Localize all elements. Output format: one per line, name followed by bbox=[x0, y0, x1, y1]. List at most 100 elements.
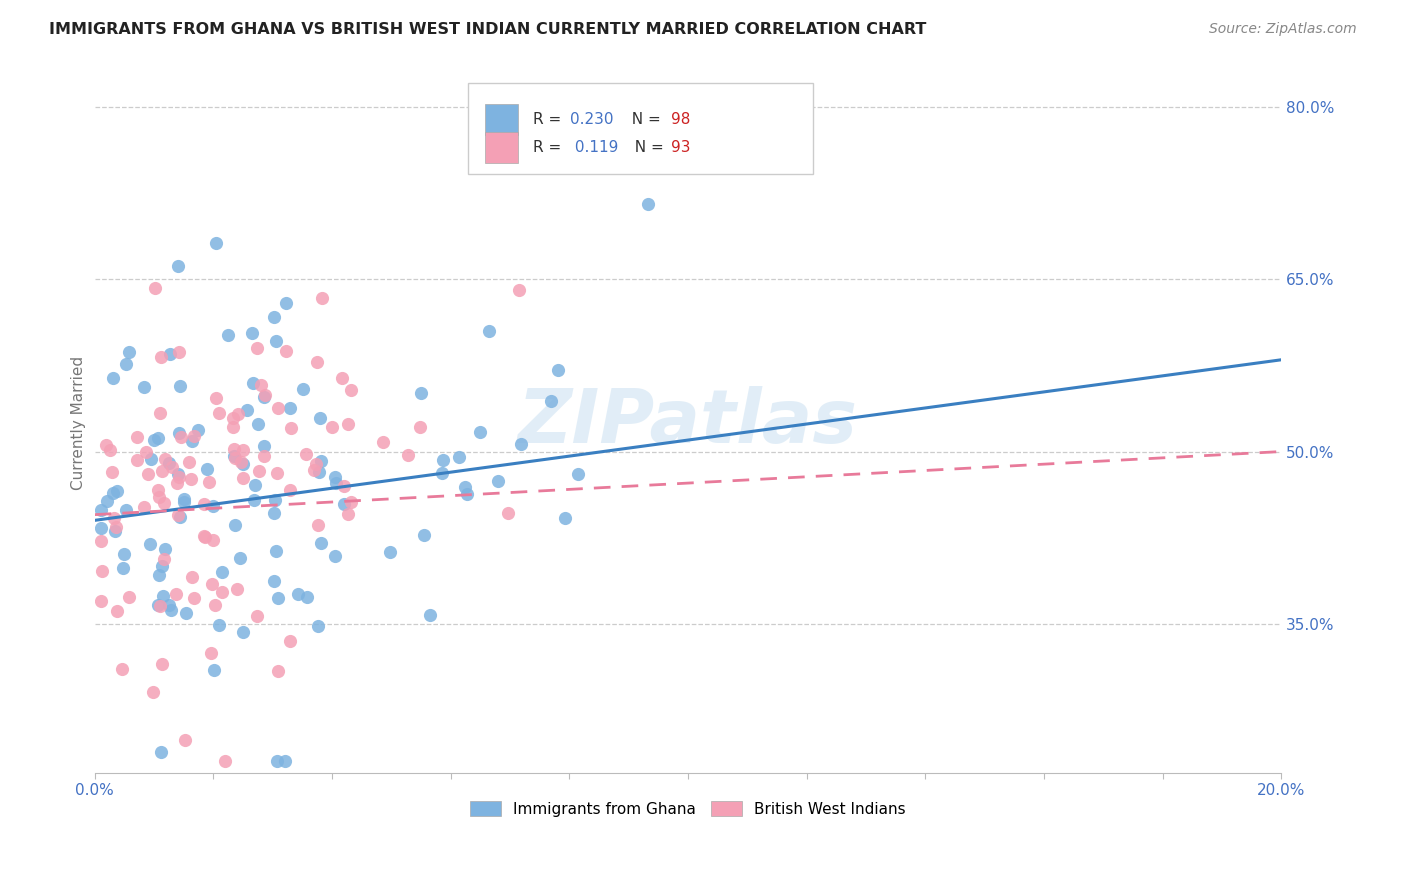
Point bbox=[211, 565, 233, 579]
Point bbox=[295, 590, 318, 604]
Text: N =: N = bbox=[621, 112, 665, 127]
Point bbox=[166, 475, 188, 490]
Point bbox=[195, 462, 218, 476]
Point bbox=[323, 470, 346, 484]
Point bbox=[139, 537, 162, 551]
Point bbox=[204, 598, 226, 612]
Point bbox=[454, 480, 477, 494]
Point bbox=[291, 382, 314, 396]
Point bbox=[540, 394, 562, 409]
Point bbox=[246, 609, 269, 624]
Point bbox=[266, 754, 288, 768]
Point bbox=[167, 467, 190, 482]
Point bbox=[232, 442, 254, 457]
Point bbox=[183, 428, 205, 442]
Point bbox=[468, 425, 491, 439]
Point bbox=[148, 490, 170, 504]
Point bbox=[456, 487, 478, 501]
Point bbox=[295, 447, 318, 461]
Point bbox=[152, 496, 174, 510]
Text: N =: N = bbox=[626, 140, 669, 155]
Point bbox=[169, 379, 191, 393]
Point bbox=[242, 376, 264, 390]
Point bbox=[308, 465, 330, 479]
Point bbox=[148, 599, 170, 613]
Point bbox=[180, 472, 202, 486]
FancyBboxPatch shape bbox=[485, 132, 519, 163]
Point bbox=[157, 456, 180, 470]
Point bbox=[149, 406, 172, 420]
FancyBboxPatch shape bbox=[468, 84, 813, 175]
Point bbox=[139, 452, 162, 467]
Point bbox=[224, 518, 246, 533]
Point bbox=[432, 453, 454, 467]
Point bbox=[309, 454, 332, 468]
Point bbox=[266, 467, 288, 481]
Point bbox=[101, 465, 124, 479]
Point bbox=[132, 500, 155, 515]
Point bbox=[193, 529, 215, 543]
Point bbox=[247, 464, 270, 478]
Point bbox=[337, 507, 360, 521]
Point bbox=[173, 495, 195, 509]
Text: 0.230: 0.230 bbox=[571, 112, 614, 127]
Point bbox=[567, 467, 589, 481]
Point bbox=[247, 417, 270, 431]
Point bbox=[253, 439, 276, 453]
Point bbox=[413, 528, 436, 542]
Point bbox=[90, 594, 112, 608]
Point bbox=[142, 434, 165, 448]
Point bbox=[118, 344, 141, 359]
Point bbox=[173, 491, 195, 506]
Point bbox=[98, 443, 121, 458]
Point bbox=[166, 587, 188, 601]
Point bbox=[547, 363, 569, 377]
Point bbox=[103, 511, 125, 525]
Point bbox=[112, 547, 135, 561]
Point bbox=[508, 283, 530, 297]
Point bbox=[167, 426, 190, 441]
Point bbox=[208, 406, 231, 420]
Point bbox=[222, 411, 245, 425]
Point bbox=[228, 551, 250, 566]
Point bbox=[305, 457, 328, 471]
Point bbox=[187, 423, 209, 437]
Point bbox=[166, 508, 188, 522]
Point bbox=[232, 471, 254, 485]
Point bbox=[105, 604, 128, 618]
Point bbox=[510, 437, 533, 451]
Point bbox=[160, 603, 183, 617]
Point bbox=[118, 591, 141, 605]
Point bbox=[340, 383, 363, 397]
Point bbox=[94, 437, 117, 451]
Text: R =: R = bbox=[533, 140, 565, 155]
Text: 93: 93 bbox=[672, 140, 690, 155]
Point bbox=[325, 475, 347, 490]
Point bbox=[146, 431, 169, 445]
Point bbox=[278, 483, 301, 498]
Point bbox=[321, 420, 343, 434]
Point bbox=[101, 486, 124, 500]
Point bbox=[104, 520, 127, 534]
Point bbox=[263, 506, 285, 520]
Point bbox=[276, 343, 298, 358]
Point bbox=[200, 646, 222, 660]
Point bbox=[115, 357, 138, 371]
Point bbox=[231, 454, 253, 468]
Point bbox=[307, 517, 329, 532]
Point bbox=[180, 434, 202, 448]
Point bbox=[177, 455, 200, 469]
Point bbox=[378, 545, 401, 559]
Point bbox=[340, 494, 363, 508]
Point bbox=[153, 552, 176, 566]
Point bbox=[323, 549, 346, 563]
Point bbox=[409, 420, 432, 434]
Point bbox=[309, 536, 332, 550]
Text: IMMIGRANTS FROM GHANA VS BRITISH WEST INDIAN CURRENTLY MARRIED CORRELATION CHART: IMMIGRANTS FROM GHANA VS BRITISH WEST IN… bbox=[49, 22, 927, 37]
Point bbox=[159, 347, 181, 361]
Point bbox=[253, 388, 276, 402]
Point bbox=[332, 371, 354, 385]
Point bbox=[371, 434, 394, 449]
Point bbox=[127, 430, 149, 444]
Point bbox=[135, 445, 157, 459]
